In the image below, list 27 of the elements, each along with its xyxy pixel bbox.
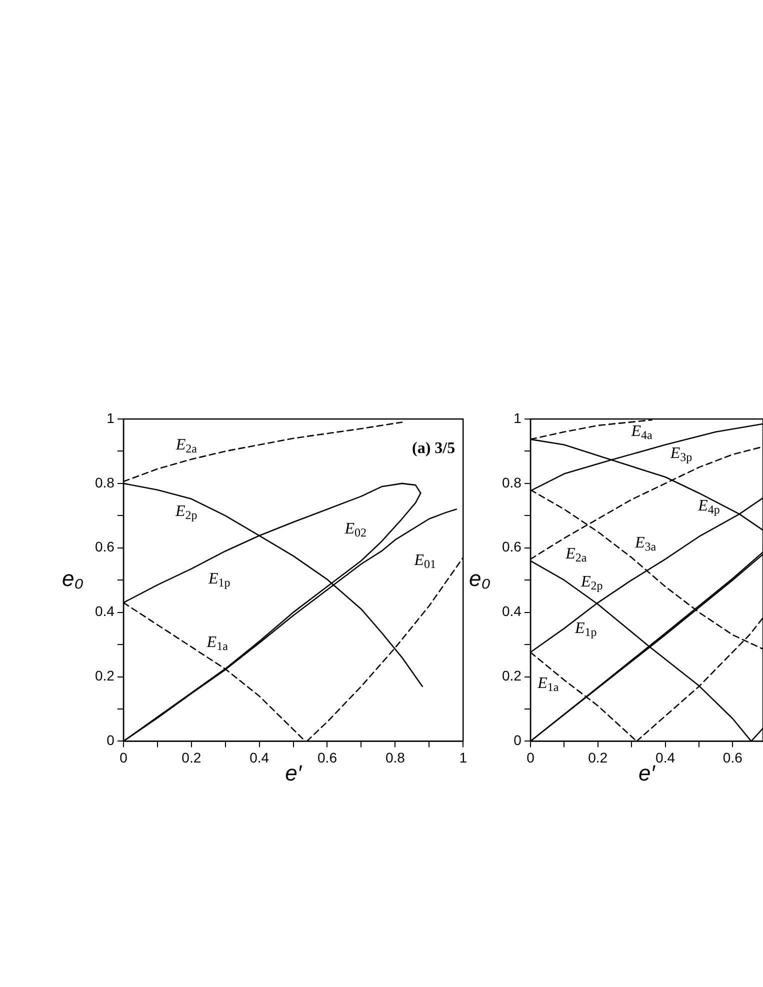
y-tick-label: 0.4 bbox=[502, 603, 522, 620]
x-axis-title: e′ bbox=[638, 760, 656, 786]
y-tick-label: 0.4 bbox=[94, 603, 115, 620]
x-tick-label: 0.4 bbox=[250, 749, 270, 766]
y-axis-title: e₀ bbox=[62, 566, 84, 592]
x-tick-label: 0.8 bbox=[385, 749, 406, 766]
y-tick-label: 0.6 bbox=[94, 538, 115, 555]
x-axis-title: e′ bbox=[285, 760, 302, 786]
y-axis-title: e₀ bbox=[469, 566, 491, 592]
y-tick-label: 0.2 bbox=[502, 668, 522, 684]
y-tick-label: 0 bbox=[514, 732, 522, 748]
y-tick-label: 0.8 bbox=[502, 474, 522, 490]
x-tick-label: 0.6 bbox=[722, 749, 743, 766]
annotation: (a) 3/5 bbox=[412, 440, 456, 458]
x-tick-label: 0.4 bbox=[656, 749, 676, 766]
x-tick-label: 0 bbox=[120, 749, 128, 766]
y-tick-label: 1 bbox=[106, 410, 115, 426]
x-tick-label: 0 bbox=[526, 749, 535, 766]
y-tick-label: 0.2 bbox=[94, 668, 115, 684]
x-tick-label: 0.2 bbox=[588, 749, 608, 766]
y-tick-label: 0 bbox=[106, 732, 115, 748]
y-tick-label: 1 bbox=[514, 410, 522, 426]
x-tick-label: 0.6 bbox=[318, 749, 338, 766]
y-tick-label: 0.6 bbox=[502, 538, 522, 555]
y-tick-label: 0.8 bbox=[94, 474, 115, 490]
x-tick-label: 1 bbox=[459, 749, 468, 766]
x-tick-label: 0.2 bbox=[182, 749, 202, 766]
